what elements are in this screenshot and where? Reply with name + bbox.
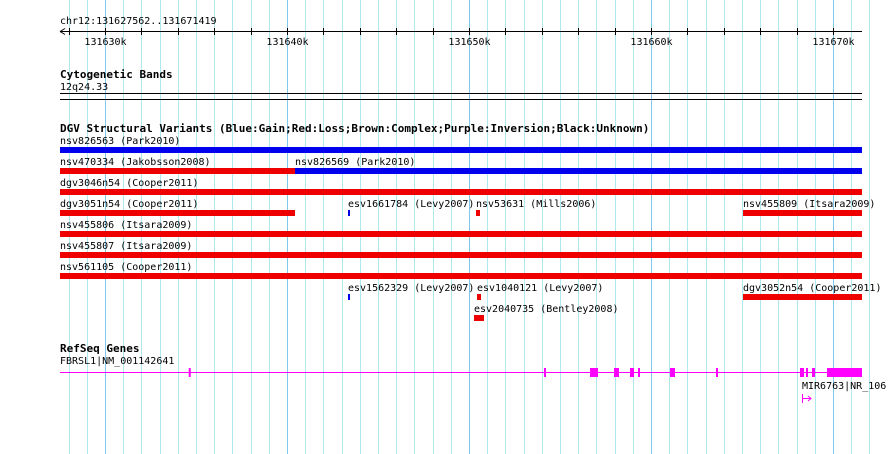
variant-feature[interactable]: dgv3051n54 (Cooper2011)	[60, 199, 296, 216]
refseq-title: RefSeq Genes	[60, 342, 139, 355]
variant-feature[interactable]: esv1562329 (Levy2007)	[348, 283, 474, 300]
variant-label[interactable]: dgv3052n54 (Cooper2011)	[743, 283, 881, 294]
cytoband-line-bottom	[60, 99, 862, 100]
variant-label[interactable]: nsv455809 (Itsara2009)	[743, 199, 875, 210]
variant-label[interactable]: nsv455807 (Itsara2009)	[60, 241, 192, 252]
gene-exon	[800, 368, 805, 377]
variant-label[interactable]: nsv561105 (Cooper2011)	[60, 262, 192, 273]
grid-lines	[69, 0, 870, 454]
cytoband-label: 12q24.33	[60, 82, 108, 93]
gene-feature[interactable]: MIR6763|NR_106	[802, 381, 886, 403]
variant-label[interactable]: esv1562329 (Levy2007)	[348, 283, 474, 294]
variant-feature[interactable]: esv1661784 (Levy2007)	[348, 199, 474, 216]
variant-label[interactable]: nsv455806 (Itsara2009)	[60, 220, 192, 231]
variant-bar-loss[interactable]	[60, 168, 296, 174]
variant-bar-loss[interactable]	[743, 294, 862, 300]
variant-feature[interactable]: nsv470334 (Jakobsson2008)	[60, 157, 296, 174]
variant-label[interactable]: nsv826563 (Park2010)	[60, 136, 180, 147]
variant-bar-loss[interactable]	[60, 210, 296, 216]
gene-exon	[670, 368, 676, 377]
variant-bar-gain[interactable]	[295, 168, 862, 174]
ruler-tick-label: 131630k	[84, 37, 126, 48]
dgv-title: DGV Structural Variants (Blue:Gain;Red:L…	[60, 122, 649, 135]
ruler[interactable]: 131630k 131640k 131650k 131660k 131670k	[59, 28, 862, 48]
variant-bar-loss[interactable]	[60, 273, 862, 279]
cytoband-line-top	[60, 93, 862, 94]
variant-label[interactable]: esv2040735 (Bentley2008)	[474, 304, 619, 315]
gene-exon	[543, 368, 546, 377]
variant-bar-gain[interactable]	[348, 210, 351, 216]
variant-bar-loss[interactable]	[743, 210, 862, 216]
variant-feature[interactable]: nsv53631 (Mills2006)	[476, 199, 596, 216]
variant-feature[interactable]: nsv455807 (Itsara2009)	[60, 241, 862, 258]
variant-label[interactable]: esv1661784 (Levy2007)	[348, 199, 474, 210]
variant-feature[interactable]: nsv455809 (Itsara2009)	[743, 199, 875, 216]
variant-label[interactable]: nsv826569 (Park2010)	[295, 157, 415, 168]
gene-exon	[188, 368, 191, 377]
scroll-left-arrow-icon[interactable]	[59, 28, 66, 35]
variant-feature[interactable]: nsv455806 (Itsara2009)	[60, 220, 862, 237]
ruler-tick-label: 131640k	[266, 37, 308, 48]
variant-feature[interactable]: esv2040735 (Bentley2008)	[474, 304, 619, 321]
ruler-tick-label: 131660k	[630, 37, 672, 48]
variant-label[interactable]: nsv53631 (Mills2006)	[476, 199, 596, 210]
gene-label[interactable]: MIR6763|NR_106	[802, 381, 886, 392]
variant-bar-loss[interactable]	[474, 315, 484, 321]
gene-exon	[715, 368, 718, 377]
variant-bar-loss[interactable]	[476, 210, 480, 216]
variant-label[interactable]: esv1040121 (Levy2007)	[477, 283, 603, 294]
location-label: chr12:131627562..131671419	[60, 16, 217, 27]
gene-exon	[589, 368, 599, 377]
variant-label[interactable]: nsv470334 (Jakobsson2008)	[60, 157, 211, 168]
variant-feature[interactable]: nsv561105 (Cooper2011)	[60, 262, 862, 279]
variant-feature[interactable]: dgv3046n54 (Cooper2011)	[60, 178, 862, 195]
dgv-track: nsv826563 (Park2010) nsv470334 (Jakobsson…	[60, 136, 881, 321]
variant-feature[interactable]: esv1040121 (Levy2007)	[477, 283, 603, 300]
ruler-tick-label: 131670k	[812, 37, 854, 48]
variant-bar-loss[interactable]	[60, 231, 862, 237]
variant-bar-loss[interactable]	[60, 189, 862, 195]
gene-exon	[826, 368, 862, 377]
variant-feature[interactable]: nsv826569 (Park2010)	[295, 157, 862, 174]
variant-bar-gain[interactable]	[60, 147, 862, 153]
gene-exon	[629, 368, 635, 377]
gene-feature[interactable]: FBRSL1|NM_001142641	[60, 356, 862, 377]
variant-bar-gain[interactable]	[348, 294, 351, 300]
gene-exon	[613, 368, 620, 377]
refseq-track: FBRSL1|NM_001142641 MIR6763|NR_106	[60, 356, 886, 403]
variant-label[interactable]: dgv3046n54 (Cooper2011)	[60, 178, 198, 189]
variant-bar-loss[interactable]	[60, 252, 862, 258]
variant-label[interactable]: dgv3051n54 (Cooper2011)	[60, 199, 198, 210]
gene-label[interactable]: FBRSL1|NM_001142641	[60, 356, 174, 367]
cytobands-title: Cytogenetic Bands	[60, 68, 173, 81]
gene-exon	[805, 368, 808, 377]
variant-feature[interactable]: dgv3052n54 (Cooper2011)	[743, 283, 881, 300]
gene-exon	[638, 368, 641, 377]
strand-arrow-icon	[802, 394, 812, 403]
gene-exon	[811, 368, 816, 377]
variant-bar-loss[interactable]	[477, 294, 482, 300]
ruler-tick-label: 131650k	[448, 37, 490, 48]
variant-feature[interactable]: nsv826563 (Park2010)	[60, 136, 862, 153]
